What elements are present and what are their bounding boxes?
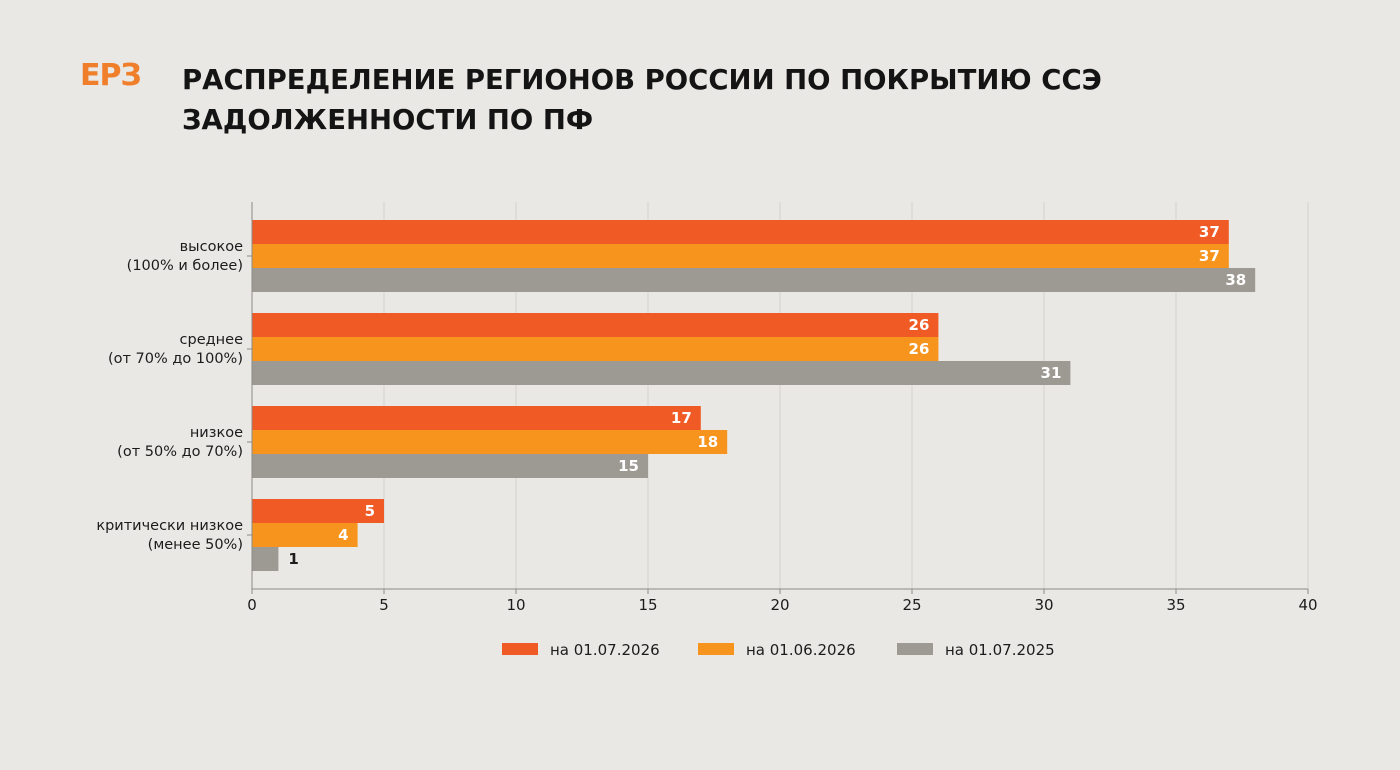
category-label: (менее 50%) [148,537,243,553]
x-tick-label: 10 [506,596,525,614]
bar [252,430,728,454]
x-tick-label: 25 [902,596,921,614]
bar-value-label: 26 [909,316,930,334]
legend-label: на 01.06.2026 [746,641,856,659]
bar [252,313,939,337]
chart-title: РАСПРЕДЕЛЕНИЕ РЕГИОНОВ РОССИИ ПО ПОКРЫТИ… [182,60,1182,140]
x-tick-label: 35 [1166,596,1185,614]
bar [252,523,358,547]
bar-value-label: 5 [365,502,375,520]
legend-label: на 01.07.2025 [945,641,1055,659]
legend-swatch [698,643,734,655]
bar-value-label: 17 [671,409,692,427]
bar-value-label: 15 [618,457,639,475]
x-tick-label: 15 [638,596,657,614]
brand-logo: ЕРЗ [80,58,142,93]
category-label: (от 70% до 100%) [108,351,243,367]
bar [252,499,384,523]
bar [252,244,1229,268]
bar-value-label: 4 [338,526,348,544]
bar [252,337,939,361]
category-label: низкое [190,425,243,441]
x-tick-label: 5 [379,596,389,614]
category-label: (100% и более) [127,258,243,274]
x-tick-label: 30 [1034,596,1053,614]
legend-swatch [897,643,933,655]
bar [252,220,1229,244]
bar [252,454,648,478]
bar-value-label: 18 [697,433,718,451]
bar-value-label: 37 [1199,223,1220,241]
bar-value-label: 38 [1225,271,1246,289]
bar [252,547,279,571]
legend-swatch [502,643,538,655]
bar-value-label: 37 [1199,247,1220,265]
chart-title-line-2: ЗАДОЛЖЕННОСТИ ПО ПФ [182,104,594,136]
category-label: критически низкое [96,518,243,534]
bar [252,361,1071,385]
x-tick-label: 40 [1298,596,1317,614]
x-tick-label: 20 [770,596,789,614]
category-label: высокое [180,239,243,255]
category-label: (от 50% до 70%) [117,444,243,460]
bar [252,268,1256,292]
bar [252,406,701,430]
category-label: среднее [180,332,244,348]
bar-value-label: 31 [1041,364,1062,382]
bar-value-label: 26 [909,340,930,358]
bar-value-label: 1 [288,550,298,568]
chart-title-line-1: РАСПРЕДЕЛЕНИЕ РЕГИОНОВ РОССИИ ПО ПОКРЫТИ… [182,64,1102,96]
legend-label: на 01.07.2026 [550,641,660,659]
x-tick-label: 0 [247,596,257,614]
